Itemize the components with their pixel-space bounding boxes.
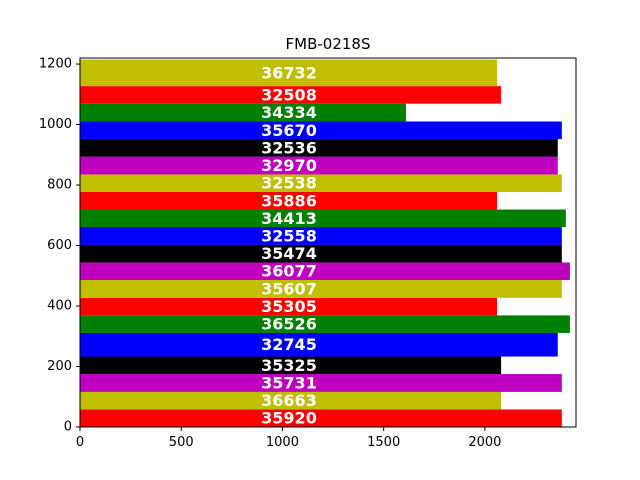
bar-data-label: 35920 [261,409,317,428]
x-tick-label: 1500 [367,435,400,450]
bar [80,156,558,175]
bar [80,139,558,157]
bar-data-label: 36663 [261,391,317,410]
bar-data-label: 34413 [261,209,317,228]
y-tick-label: 600 [47,238,72,253]
bar [80,262,570,281]
bar [80,121,562,140]
bar-data-label: 36526 [261,315,317,334]
bar [80,244,562,263]
bar [80,280,562,298]
bar [80,332,558,357]
bar [80,209,566,228]
x-tick-label: 2000 [468,435,501,450]
y-tick-label: 200 [47,359,72,374]
bar [80,191,498,210]
bar [80,356,502,375]
plot-frame [79,57,577,428]
bar [80,297,498,316]
bar [80,409,562,427]
bar-data-label: 32970 [261,156,317,175]
chart-title: FMB-0218S [286,35,371,53]
bar-data-label: 35886 [261,191,317,210]
bar [80,174,562,192]
y-tick-label: 1200 [39,57,72,72]
axes-group: 0 500 1000 1500 2000 0 200 400 600 800 1000 1200 [39,57,577,450]
y-tick-label: 400 [47,299,72,314]
bar-data-label: 35305 [261,297,317,316]
bar-data-label: 32745 [261,335,317,354]
bar-data-label: 35607 [261,279,317,298]
bar [80,391,502,410]
y-tick-label: 1000 [39,117,72,132]
bar-data-label: 32538 [261,174,317,193]
bar-data-label: 32558 [261,226,317,245]
bar-data-label: 36077 [261,262,317,281]
x-tick-label: 0 [76,435,84,450]
bar-data-label: 35731 [261,373,317,392]
bar-data-label: 35325 [261,356,317,375]
bar-data-label: 36732 [261,63,317,82]
bar-data-label: 32536 [261,138,317,157]
bar-data-label: 34334 [261,103,317,122]
y-tick-label: 0 [64,420,72,435]
bar [80,227,562,245]
bar [80,374,562,392]
y-tick-label: 800 [47,178,72,193]
x-tick-label: 500 [169,435,194,450]
x-tick-label: 1000 [266,435,299,450]
bar [80,86,502,104]
bar [80,315,570,333]
bar-data-label: 32508 [261,85,317,104]
bar-data-label: 35474 [261,244,317,263]
bar [80,59,498,87]
bar [80,103,406,122]
bar-data-label: 35670 [261,121,317,140]
